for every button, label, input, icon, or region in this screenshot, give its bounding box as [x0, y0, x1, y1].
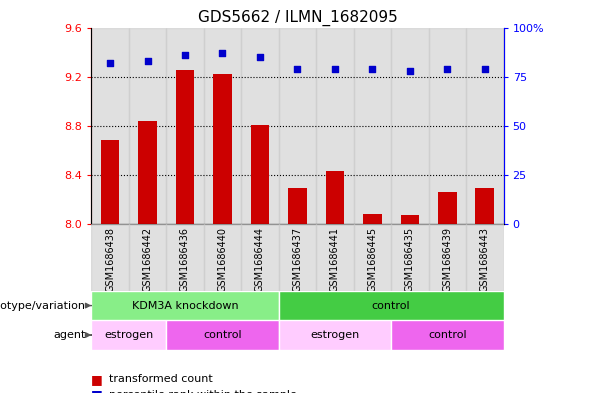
Bar	[391, 28, 429, 224]
Text: ■: ■	[91, 388, 103, 393]
Title: GDS5662 / ILMN_1682095: GDS5662 / ILMN_1682095	[197, 10, 398, 26]
Bar	[429, 28, 466, 224]
Bar	[316, 224, 353, 291]
Bar	[91, 291, 279, 320]
Text: KDM3A knockdown: KDM3A knockdown	[132, 301, 239, 310]
Text: GSM1686436: GSM1686436	[180, 227, 190, 292]
Point	[255, 54, 264, 60]
Text: GSM1686443: GSM1686443	[480, 227, 490, 292]
Bar	[288, 188, 307, 224]
Bar	[204, 28, 241, 224]
Bar	[466, 224, 504, 291]
Point	[180, 52, 190, 58]
Text: transformed count: transformed count	[109, 374, 213, 384]
Bar	[241, 224, 279, 291]
Bar	[438, 192, 456, 224]
Bar	[391, 224, 429, 291]
Bar	[279, 224, 316, 291]
Bar	[129, 28, 166, 224]
Text: ■: ■	[91, 373, 103, 386]
Bar	[91, 28, 129, 224]
Text: estrogen: estrogen	[310, 330, 359, 340]
Point	[218, 50, 227, 56]
Bar	[279, 320, 391, 350]
Bar	[391, 320, 504, 350]
Bar	[166, 224, 204, 291]
Text: GSM1686440: GSM1686440	[217, 227, 227, 292]
Bar	[429, 224, 466, 291]
Text: GSM1686437: GSM1686437	[293, 227, 302, 292]
Text: GSM1686435: GSM1686435	[405, 227, 415, 292]
Text: GSM1686445: GSM1686445	[368, 227, 378, 292]
Bar	[91, 320, 166, 350]
Text: estrogen: estrogen	[104, 330, 153, 340]
Bar	[279, 28, 316, 224]
Bar	[138, 121, 157, 224]
Text: GSM1686439: GSM1686439	[442, 227, 452, 292]
Bar	[250, 125, 269, 224]
Bar	[166, 320, 279, 350]
Point	[330, 66, 340, 72]
Point	[443, 66, 452, 72]
Text: control: control	[372, 301, 411, 310]
Bar	[353, 224, 391, 291]
Text: agent: agent	[53, 330, 85, 340]
Bar	[401, 215, 419, 224]
Bar	[466, 28, 504, 224]
Bar	[213, 74, 232, 224]
Text: GSM1686442: GSM1686442	[143, 227, 153, 292]
Bar	[363, 214, 382, 224]
Bar	[101, 141, 120, 224]
Text: GSM1686444: GSM1686444	[255, 227, 265, 292]
Bar	[91, 224, 129, 291]
Bar	[129, 224, 166, 291]
Text: control: control	[203, 330, 242, 340]
Point	[105, 60, 115, 66]
Text: genotype/variation: genotype/variation	[0, 301, 85, 310]
Bar	[316, 28, 353, 224]
Bar	[176, 70, 194, 224]
Text: GSM1686441: GSM1686441	[330, 227, 340, 292]
Point	[143, 58, 152, 64]
Text: control: control	[428, 330, 466, 340]
Bar	[166, 28, 204, 224]
Text: percentile rank within the sample: percentile rank within the sample	[109, 390, 297, 393]
Point	[405, 68, 415, 74]
Bar	[279, 291, 504, 320]
Bar	[241, 28, 279, 224]
Point	[368, 66, 377, 72]
Bar	[326, 171, 345, 224]
Bar	[475, 188, 494, 224]
Bar	[353, 28, 391, 224]
Text: GSM1686438: GSM1686438	[105, 227, 115, 292]
Point	[480, 66, 489, 72]
Point	[293, 66, 302, 72]
Bar	[204, 224, 241, 291]
